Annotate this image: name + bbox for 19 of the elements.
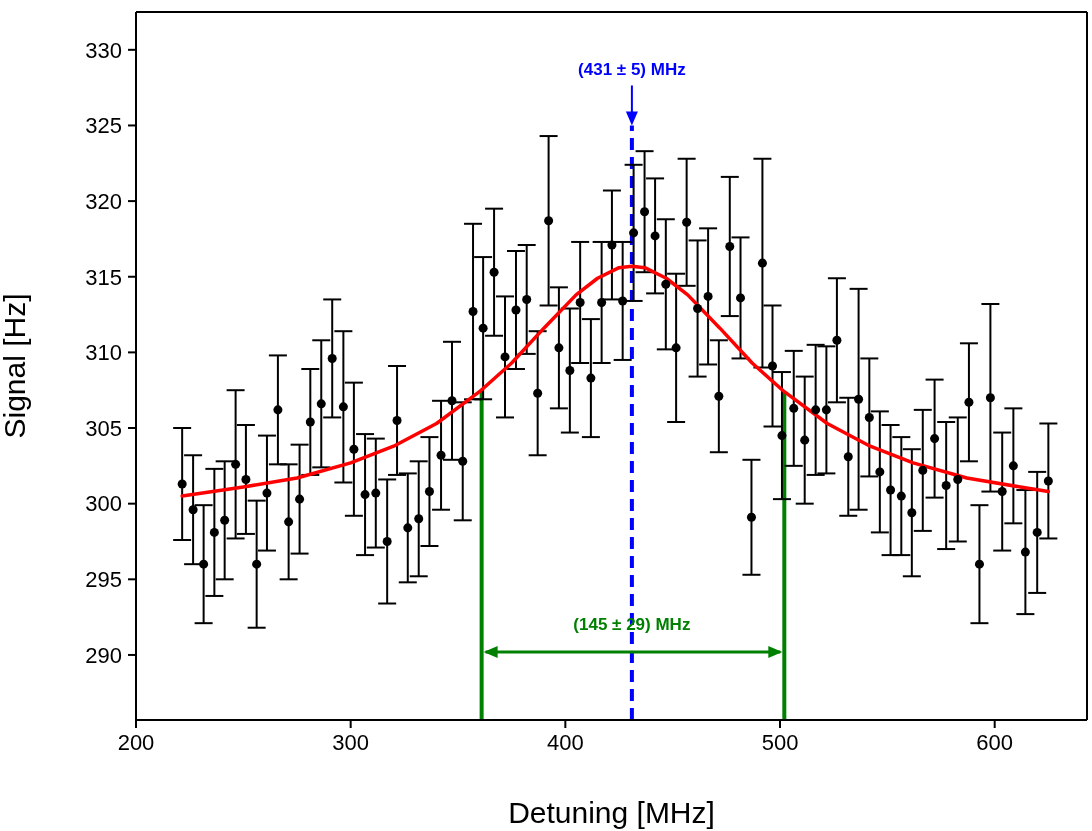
annotation: (431 ± 5) MHz bbox=[578, 60, 686, 80]
y-tick-label: 290 bbox=[85, 642, 122, 668]
y-tick-label: 295 bbox=[85, 567, 122, 593]
x-axis-title: Detuning [MHz] bbox=[508, 796, 715, 829]
x-tick-label: 400 bbox=[546, 729, 584, 755]
y-tick-label: 300 bbox=[85, 491, 122, 517]
y-axis-title: Signal [Hz] bbox=[0, 293, 31, 439]
y-tick-label: 330 bbox=[85, 37, 122, 63]
x-tick-label: 300 bbox=[332, 729, 370, 755]
line-series bbox=[180, 264, 1051, 498]
x-tick-label: 200 bbox=[117, 729, 155, 755]
y-tick-label: 310 bbox=[85, 340, 122, 366]
y-tick-label: 315 bbox=[85, 264, 122, 290]
y-tick-label: 325 bbox=[85, 113, 122, 139]
x-tick-label: 600 bbox=[976, 729, 1014, 755]
y-tick-label: 320 bbox=[85, 188, 122, 214]
y-tick-label: 305 bbox=[85, 415, 122, 441]
x-tick-label: 500 bbox=[761, 729, 799, 755]
annotation: (145 ± 29) MHz bbox=[573, 614, 691, 634]
